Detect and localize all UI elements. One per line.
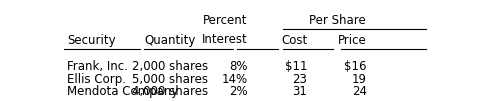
Text: Frank, Inc.: Frank, Inc. xyxy=(67,60,128,73)
Text: Ellis Corp.: Ellis Corp. xyxy=(67,73,126,86)
Text: Interest: Interest xyxy=(202,33,248,46)
Text: Percent: Percent xyxy=(204,14,248,27)
Text: Price: Price xyxy=(338,34,367,47)
Text: 5,000 shares: 5,000 shares xyxy=(132,73,208,86)
Text: 23: 23 xyxy=(292,73,307,86)
Text: $11: $11 xyxy=(285,60,307,73)
Text: 2,000 shares: 2,000 shares xyxy=(132,60,208,73)
Text: Per Share: Per Share xyxy=(309,14,365,27)
Text: $16: $16 xyxy=(344,60,367,73)
Text: Mendota Company: Mendota Company xyxy=(67,85,179,98)
Text: 4,000 shares: 4,000 shares xyxy=(132,85,208,98)
Text: Quantity: Quantity xyxy=(144,34,195,47)
Text: Security: Security xyxy=(67,34,116,47)
Text: 31: 31 xyxy=(292,85,307,98)
Text: Cost: Cost xyxy=(281,34,307,47)
Text: 2%: 2% xyxy=(229,85,248,98)
Text: 8%: 8% xyxy=(229,60,248,73)
Text: 24: 24 xyxy=(352,85,367,98)
Text: 14%: 14% xyxy=(222,73,248,86)
Text: 19: 19 xyxy=(352,73,367,86)
